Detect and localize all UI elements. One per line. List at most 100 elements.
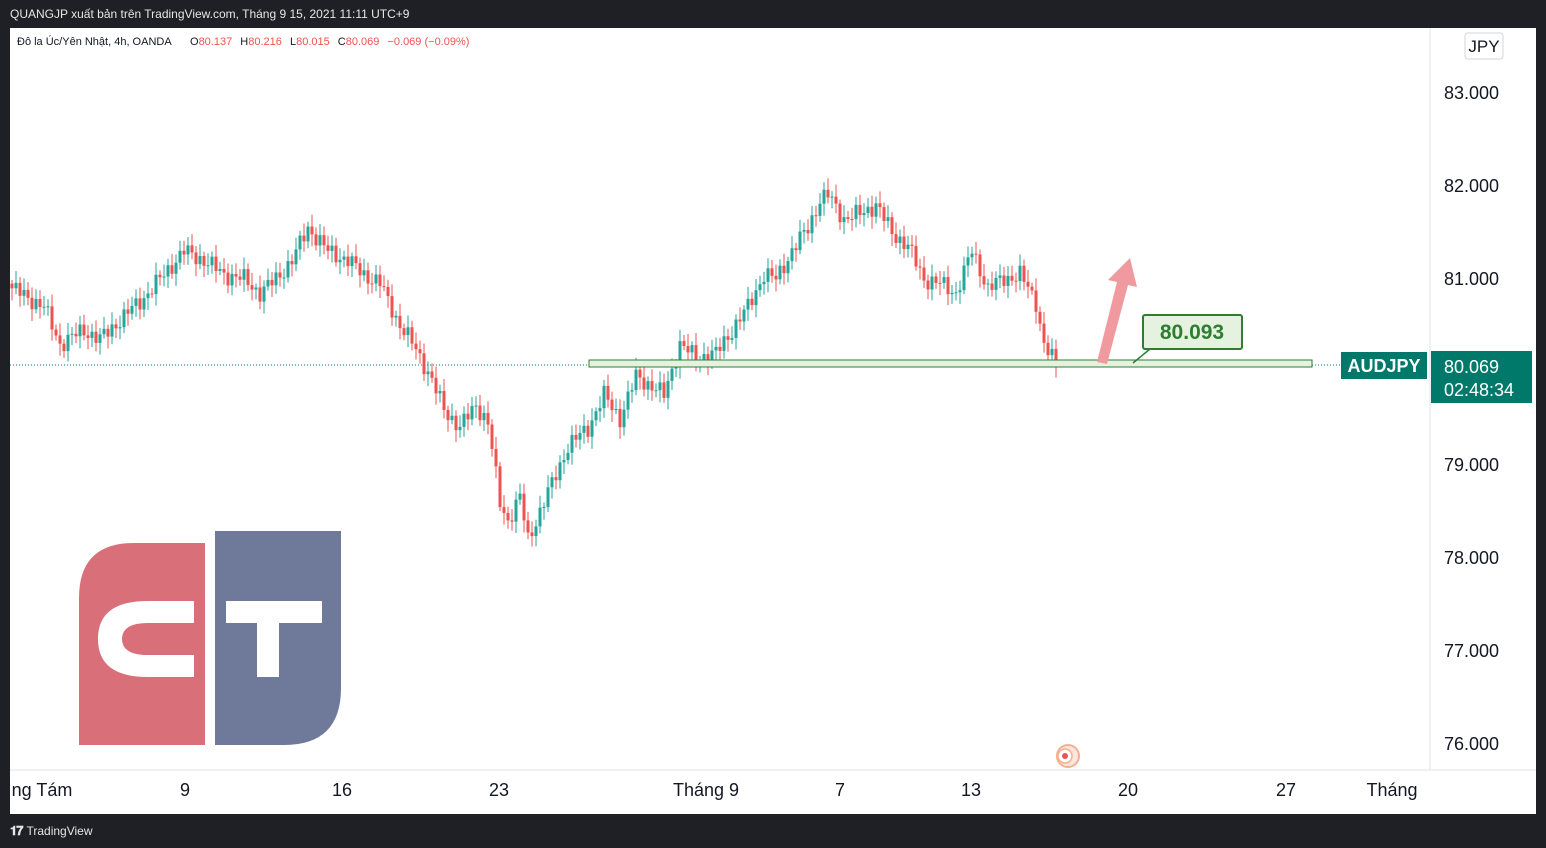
candle-body bbox=[726, 336, 730, 340]
candle-body bbox=[350, 256, 354, 267]
candle-body bbox=[102, 328, 106, 335]
candle-body bbox=[794, 248, 798, 251]
candle-body bbox=[678, 341, 682, 368]
candle-body bbox=[1014, 280, 1018, 282]
candle-body bbox=[818, 203, 822, 216]
candle-body bbox=[94, 331, 98, 343]
candle-body bbox=[674, 367, 678, 369]
candle-body bbox=[270, 279, 274, 286]
candle-body bbox=[766, 268, 770, 282]
candle-body bbox=[630, 390, 634, 392]
candle-body bbox=[278, 272, 282, 278]
publisher-text: QUANGJP xuất bản trên TradingView.com, T… bbox=[10, 7, 410, 21]
candle-body bbox=[210, 256, 214, 266]
candle-body bbox=[230, 273, 234, 286]
candle-body bbox=[690, 345, 694, 353]
candle-body bbox=[510, 520, 514, 522]
candle-body bbox=[422, 353, 426, 375]
candle-body bbox=[170, 265, 174, 274]
candle-body bbox=[186, 245, 190, 255]
candle-body bbox=[394, 315, 398, 318]
legend-o-label: O bbox=[190, 36, 199, 48]
chart-svg[interactable]: 80.093 Đô la Úc/Yên Nhật, 4h, OANDA O80.… bbox=[10, 28, 1536, 814]
candle-body bbox=[910, 244, 914, 246]
x-tick-label: ng Tám bbox=[12, 780, 73, 800]
candle-body bbox=[702, 354, 706, 362]
candle-body bbox=[946, 277, 950, 295]
currency-button[interactable]: JPY bbox=[1464, 32, 1504, 60]
time-axis[interactable]: ng Tám 9 16 23 Tháng 9 7 13 20 27 Tháng bbox=[10, 769, 1536, 800]
candle-body bbox=[662, 382, 666, 398]
tradingview-logo[interactable]: 𝟏𝟕 TradingView bbox=[10, 823, 93, 839]
currency-button-box bbox=[1464, 32, 1504, 60]
symbol-tag-box bbox=[1341, 352, 1427, 379]
candle-body bbox=[514, 499, 518, 522]
callout-text: 80.093 bbox=[1160, 321, 1224, 344]
legend-c-value: 80.069 bbox=[346, 36, 380, 48]
candle-body bbox=[370, 283, 374, 285]
support-zone[interactable] bbox=[588, 359, 1313, 368]
candle-body bbox=[922, 267, 926, 281]
candle-body bbox=[518, 493, 522, 500]
replay-icon[interactable] bbox=[1056, 744, 1080, 768]
candle-body bbox=[830, 196, 834, 198]
candle-body bbox=[934, 276, 938, 283]
candle-body bbox=[118, 327, 122, 329]
candle-body bbox=[150, 293, 154, 295]
y-tick-label: 77.000 bbox=[1444, 641, 1499, 661]
candle-body bbox=[34, 298, 38, 310]
candle-body bbox=[838, 203, 842, 223]
x-tick-label: 16 bbox=[332, 780, 352, 800]
candle-body bbox=[634, 369, 638, 391]
chart-panel[interactable]: 80.093 Đô la Úc/Yên Nhật, 4h, OANDA O80.… bbox=[10, 28, 1536, 814]
candle-body bbox=[358, 263, 362, 276]
candle-body bbox=[802, 229, 806, 232]
candle-body bbox=[582, 425, 586, 433]
candle-body bbox=[742, 309, 746, 322]
candle-body bbox=[638, 369, 642, 378]
candle-body bbox=[842, 217, 846, 223]
candle-body bbox=[574, 434, 578, 440]
candle-body bbox=[482, 412, 486, 421]
arrow-shape bbox=[1097, 258, 1137, 364]
candle-body bbox=[182, 250, 186, 255]
candle-body bbox=[1022, 265, 1026, 282]
candle-body bbox=[130, 305, 134, 314]
candle-body bbox=[282, 277, 286, 279]
candle-body bbox=[862, 213, 866, 216]
candle-body bbox=[942, 277, 946, 283]
candle-body bbox=[554, 477, 558, 481]
candle-body bbox=[858, 204, 862, 216]
candle-body bbox=[970, 253, 974, 258]
candle-body bbox=[30, 297, 34, 310]
price-axis[interactable]: 83.000 82.000 81.000 79.000 78.000 77.000 76.0… bbox=[1429, 28, 1532, 770]
candle-body bbox=[490, 424, 494, 449]
price-callout[interactable]: 80.093 bbox=[1132, 314, 1243, 364]
publisher-bar: QUANGJP xuất bản trên TradingView.com, T… bbox=[0, 0, 1546, 28]
candle-body bbox=[886, 217, 890, 222]
legend-change: −0.069 (−0.09%) bbox=[387, 36, 469, 48]
candle-body bbox=[914, 245, 918, 267]
ct-logo bbox=[79, 531, 341, 745]
candle-body bbox=[162, 276, 166, 278]
candle-body bbox=[326, 245, 330, 251]
candle-body bbox=[798, 231, 802, 251]
candle-body bbox=[222, 268, 226, 273]
candle-body bbox=[66, 334, 70, 352]
candle-body bbox=[1026, 281, 1030, 287]
candle-body bbox=[58, 335, 62, 344]
projection-arrow[interactable] bbox=[1097, 258, 1137, 364]
candle-body bbox=[550, 477, 554, 488]
candle-body bbox=[238, 276, 242, 280]
candle-body bbox=[562, 460, 566, 463]
x-tick-label: 9 bbox=[180, 780, 190, 800]
candle-body bbox=[142, 298, 146, 310]
logo-left-block bbox=[79, 543, 205, 745]
candle-body bbox=[926, 280, 930, 290]
candle-body bbox=[730, 337, 734, 340]
candle-body bbox=[538, 507, 542, 527]
candle-body bbox=[166, 265, 170, 277]
candle-body bbox=[254, 287, 258, 290]
candle-body bbox=[846, 217, 850, 220]
candle-body bbox=[738, 319, 742, 322]
